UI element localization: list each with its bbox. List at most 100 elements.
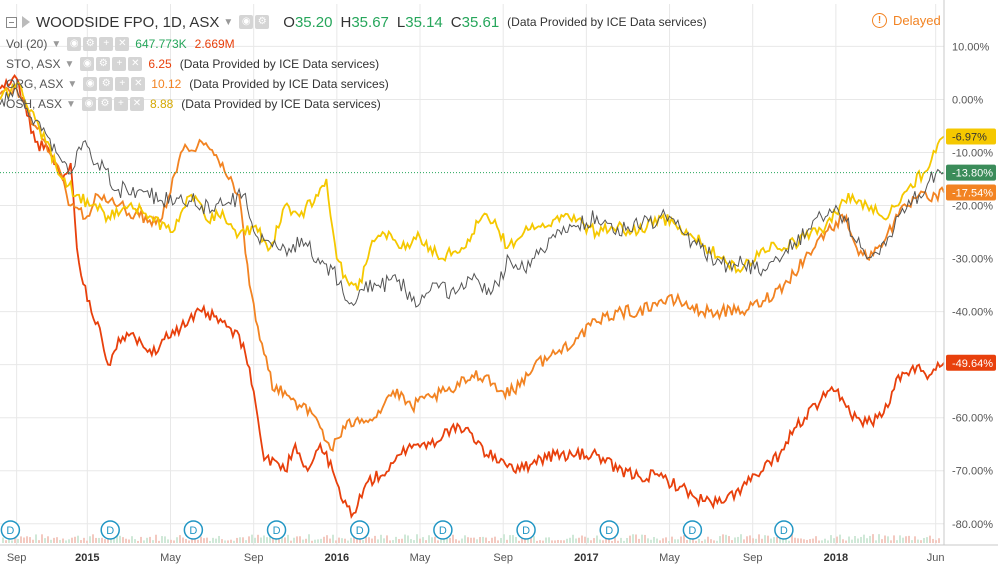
settings-icon[interactable]: ⚙ [96,57,111,71]
settings-icon[interactable]: ⚙ [99,77,114,91]
dividend-marker[interactable]: D [349,520,370,540]
y-tick-label: -30.00% [952,254,993,266]
dividend-letter: D [439,525,447,537]
volume-label[interactable]: Vol (20) [6,37,48,51]
volume-bar [824,538,826,543]
settings-icon[interactable]: ⚙ [255,15,270,29]
compare-label-sto[interactable]: STO, ASX [6,57,61,71]
volume-bar [149,536,151,543]
volume-bar [848,536,850,543]
volume-bar [353,534,355,543]
volume-bar [464,535,466,543]
flag-icon[interactable] [22,16,30,28]
volume-bar [551,540,553,543]
close-icon[interactable]: ✕ [128,57,143,71]
volume-bar [908,535,910,543]
dividend-marker[interactable]: D [682,520,703,540]
volume-bar [668,540,670,543]
volume-bar [719,536,721,543]
volume-bar [356,538,358,543]
volume-bar [62,538,64,543]
compare-label-osh[interactable]: OSH, ASX [6,97,63,111]
eye-icon[interactable]: ◉ [67,37,82,51]
dividend-letter: D [6,525,14,537]
delayed-label: Delayed [893,13,941,28]
volume-bar [578,537,580,543]
volume-bar [530,536,532,543]
volume-bar [806,539,808,543]
volume-bar [458,540,460,543]
delayed-indicator[interactable]: ! Delayed [872,13,941,28]
collapse-legend-icon[interactable] [6,16,17,28]
dividend-marker[interactable]: D [266,520,287,540]
volume-bar [101,537,103,543]
volume-bar [569,537,571,543]
settings-icon[interactable]: ⚙ [83,37,98,51]
volume-bar [788,540,790,543]
dividend-marker[interactable]: D [100,520,120,540]
main-symbol-label[interactable]: WOODSIDE FPO, 1D, ASX [36,13,220,31]
chevron-down-icon[interactable]: ▼ [64,58,75,70]
volume-bar [707,536,709,543]
chevron-down-icon[interactable]: ▼ [51,38,62,50]
volume-bar [50,539,52,543]
close-icon[interactable]: ✕ [115,37,130,51]
eye-icon[interactable]: ◉ [80,57,95,71]
volume-bar [185,539,187,543]
plus-icon[interactable]: + [115,77,130,91]
volume-bar [290,540,292,543]
compare-tools-sto: ◉ ⚙ + ✕ [80,57,143,71]
volume-bar [323,536,325,543]
dividend-marker[interactable]: D [433,520,453,540]
plus-icon[interactable]: + [113,97,128,111]
eye-icon[interactable]: ◉ [239,15,254,29]
chevron-down-icon[interactable]: ▼ [66,98,76,110]
dividend-marker[interactable]: D [0,520,21,540]
dividend-marker[interactable]: D [774,520,794,540]
volume-row: Vol (20) ▼ ◉ ⚙ + ✕ 647.773K 2.669M [6,34,707,54]
volume-bar [308,534,310,543]
volume-bar [608,538,610,543]
volume-bar [395,536,397,543]
volume-bar [797,538,799,543]
volume-bar [911,540,913,543]
dividend-circle [100,520,120,540]
volume-bar [140,536,142,543]
volume-bar [470,537,472,543]
settings-icon[interactable]: ⚙ [97,97,112,111]
volume-bar [602,540,604,543]
y-tick-label: 0.00% [952,94,983,106]
x-tick-label: 2016 [325,552,349,564]
plus-icon[interactable]: + [112,57,127,71]
last-value-bg [946,128,996,145]
chevron-down-icon[interactable]: ▼ [67,78,78,90]
compare-label-org[interactable]: ORG, ASX [6,77,64,91]
volume-bar [302,539,304,543]
volume-bar [398,539,400,543]
eye-icon[interactable]: ◉ [83,77,98,91]
volume-bar [833,538,835,543]
volume-bar [233,540,235,543]
volume-bar [899,535,901,543]
volume-bar [770,538,772,543]
close-icon[interactable]: ✕ [131,77,146,91]
volume-bar [239,537,241,543]
eye-icon[interactable]: ◉ [81,97,96,111]
volume-bar [305,538,307,543]
volume-bar [173,540,175,543]
dividend-marker[interactable]: D [599,520,619,540]
volume-bar [20,536,22,543]
volume-bar [494,536,496,543]
dividend-marker[interactable]: D [516,520,536,540]
volume-bar [881,539,883,543]
close-icon[interactable]: ✕ [129,97,144,111]
dividend-marker[interactable]: D [183,520,204,540]
volume-bar [878,534,880,543]
plus-icon[interactable]: + [99,37,114,51]
chevron-down-icon[interactable]: ▼ [223,16,234,28]
compare-note-osh: (Data Provided by ICE Data services) [181,97,381,111]
y-tick-label: -10.00% [952,148,993,160]
volume-bar [230,539,232,543]
